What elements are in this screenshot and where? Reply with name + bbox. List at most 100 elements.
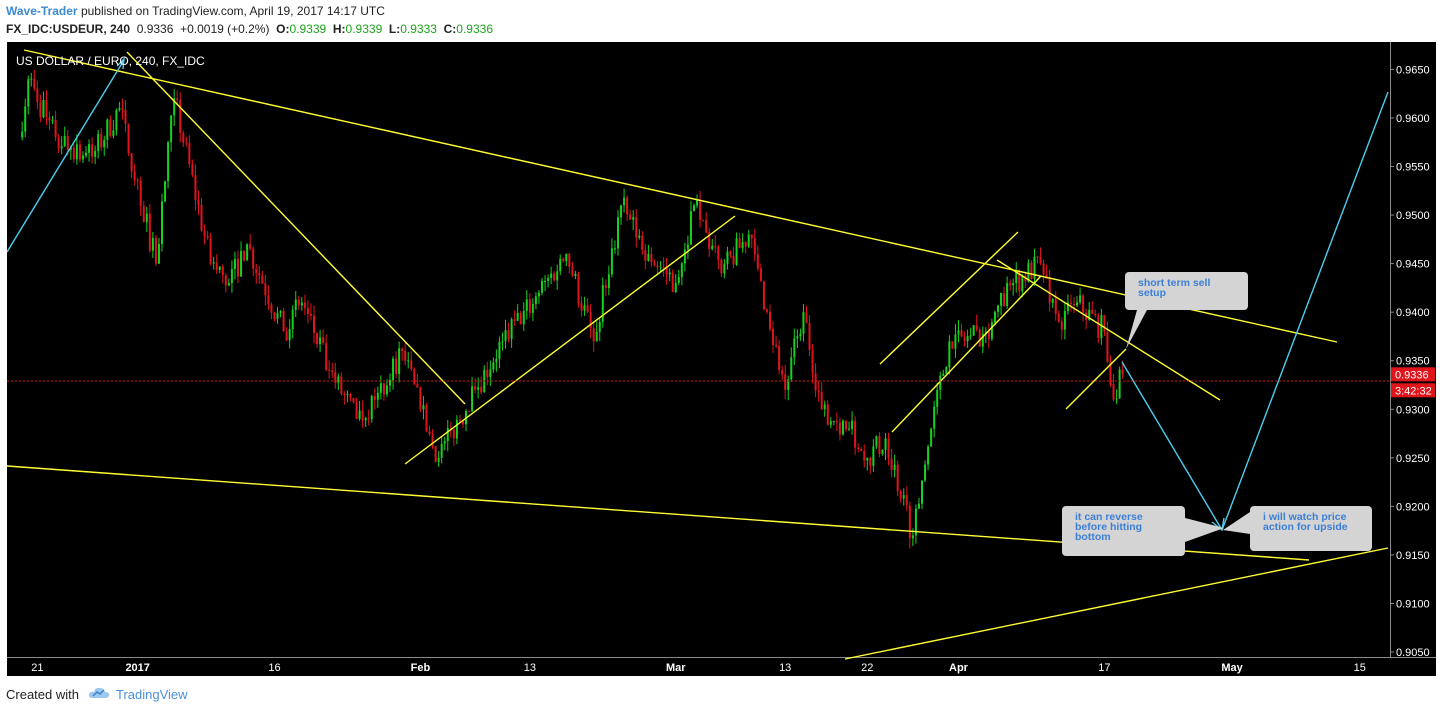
candle-body (732, 256, 735, 265)
trendline-april-decline (996, 259, 1221, 401)
candle-body (1057, 313, 1060, 322)
candle-body (981, 333, 984, 347)
candle-body (78, 144, 81, 160)
candle-body (1036, 256, 1039, 258)
candle-body (370, 395, 373, 420)
candle-body (513, 319, 516, 321)
candle-body (1121, 369, 1124, 375)
candle-body (303, 302, 306, 309)
candle-body (814, 373, 817, 391)
candle-body (629, 214, 632, 220)
candle-body (884, 438, 887, 450)
candle-body (148, 213, 151, 251)
candle-body (984, 331, 987, 334)
callout-text: setup (1138, 287, 1166, 299)
arrowhead-left-icon (116, 57, 125, 70)
candle-body (1100, 315, 1103, 339)
candle-body (720, 259, 723, 274)
candle-body (385, 385, 388, 395)
price-change: +0.0019 (+0.2%) (180, 22, 270, 36)
candle-body (632, 217, 635, 220)
candle-body (1003, 293, 1006, 307)
candle-body (45, 100, 48, 118)
candle-body (969, 335, 972, 337)
candle-body (173, 98, 176, 116)
candle-body (607, 274, 610, 288)
candle-body (63, 136, 66, 147)
candle-body (911, 535, 914, 539)
high-label: H: (332, 22, 346, 36)
candle-body (389, 380, 391, 386)
candle-body (21, 131, 24, 138)
candle-body (1039, 256, 1042, 264)
candle-body (662, 266, 665, 268)
open-value: 0.9339 (289, 22, 327, 36)
close-value: 0.9336 (456, 22, 493, 36)
candle-body (440, 443, 443, 458)
candle-body (756, 254, 759, 269)
trendline-retrace (1065, 348, 1127, 410)
chart-container[interactable]: short term sell setup it can reverse before… (6, 42, 1436, 676)
candle-body (57, 137, 60, 149)
candle-body (787, 379, 790, 390)
candle-body (586, 305, 589, 312)
candle-body (705, 220, 708, 233)
candle-body (550, 273, 553, 278)
candle-body (990, 322, 993, 339)
candle-body (48, 117, 51, 121)
candle-body (601, 285, 604, 322)
candle-body (60, 146, 63, 149)
x-tick-label: 21 (31, 662, 43, 674)
candle-body (373, 395, 376, 400)
candle-body (145, 213, 148, 223)
candle-body (468, 411, 471, 413)
candle-body (997, 305, 999, 312)
candle-body (297, 299, 300, 306)
candle-body (458, 419, 461, 422)
candle-body (699, 199, 702, 220)
trendline-february-rise (404, 215, 736, 465)
candle-body (905, 495, 908, 506)
candle-body (419, 387, 422, 410)
candle-body (164, 181, 167, 202)
open-label: O: (276, 22, 290, 36)
publish-line: Wave-Trader published on TradingView.com… (6, 2, 1426, 20)
candle-body (1073, 303, 1075, 306)
callout-text: bottom (1075, 531, 1111, 543)
x-tick-label: May (1221, 662, 1243, 674)
candle-body (1045, 274, 1048, 279)
candle-body (1063, 310, 1066, 330)
tradingview-link[interactable]: TradingView (115, 686, 188, 702)
candle-body (693, 205, 695, 212)
candle-body (343, 393, 346, 395)
low-label: L: (388, 22, 401, 36)
candle-body (121, 108, 124, 110)
candle-body (261, 275, 264, 284)
candle-body (133, 171, 136, 181)
candle-body (848, 428, 851, 430)
candle-body (30, 78, 33, 80)
candle-body (182, 132, 185, 143)
candle-body (1021, 275, 1024, 291)
candle-body (425, 405, 428, 432)
candle-body (519, 313, 522, 325)
channel-april-lower (891, 275, 1042, 433)
candle-body (1112, 384, 1115, 400)
callout-pointer (1126, 310, 1147, 349)
symbol-label: FX_IDC:USDEUR, 240 (6, 22, 131, 36)
candle-body (869, 457, 872, 466)
projection-up (1221, 91, 1389, 531)
candle-body (987, 331, 990, 339)
candle-body (313, 315, 315, 334)
candle-body (845, 420, 847, 430)
candle-body (300, 302, 303, 306)
candle-body (69, 147, 72, 151)
author-link[interactable]: Wave-Trader (6, 4, 78, 18)
candle-body (902, 495, 905, 499)
candle-body (355, 402, 358, 419)
candle-body (51, 119, 54, 121)
candle-body (571, 266, 574, 276)
last-price: 0.9336 (136, 22, 174, 36)
candle-body (537, 292, 540, 297)
